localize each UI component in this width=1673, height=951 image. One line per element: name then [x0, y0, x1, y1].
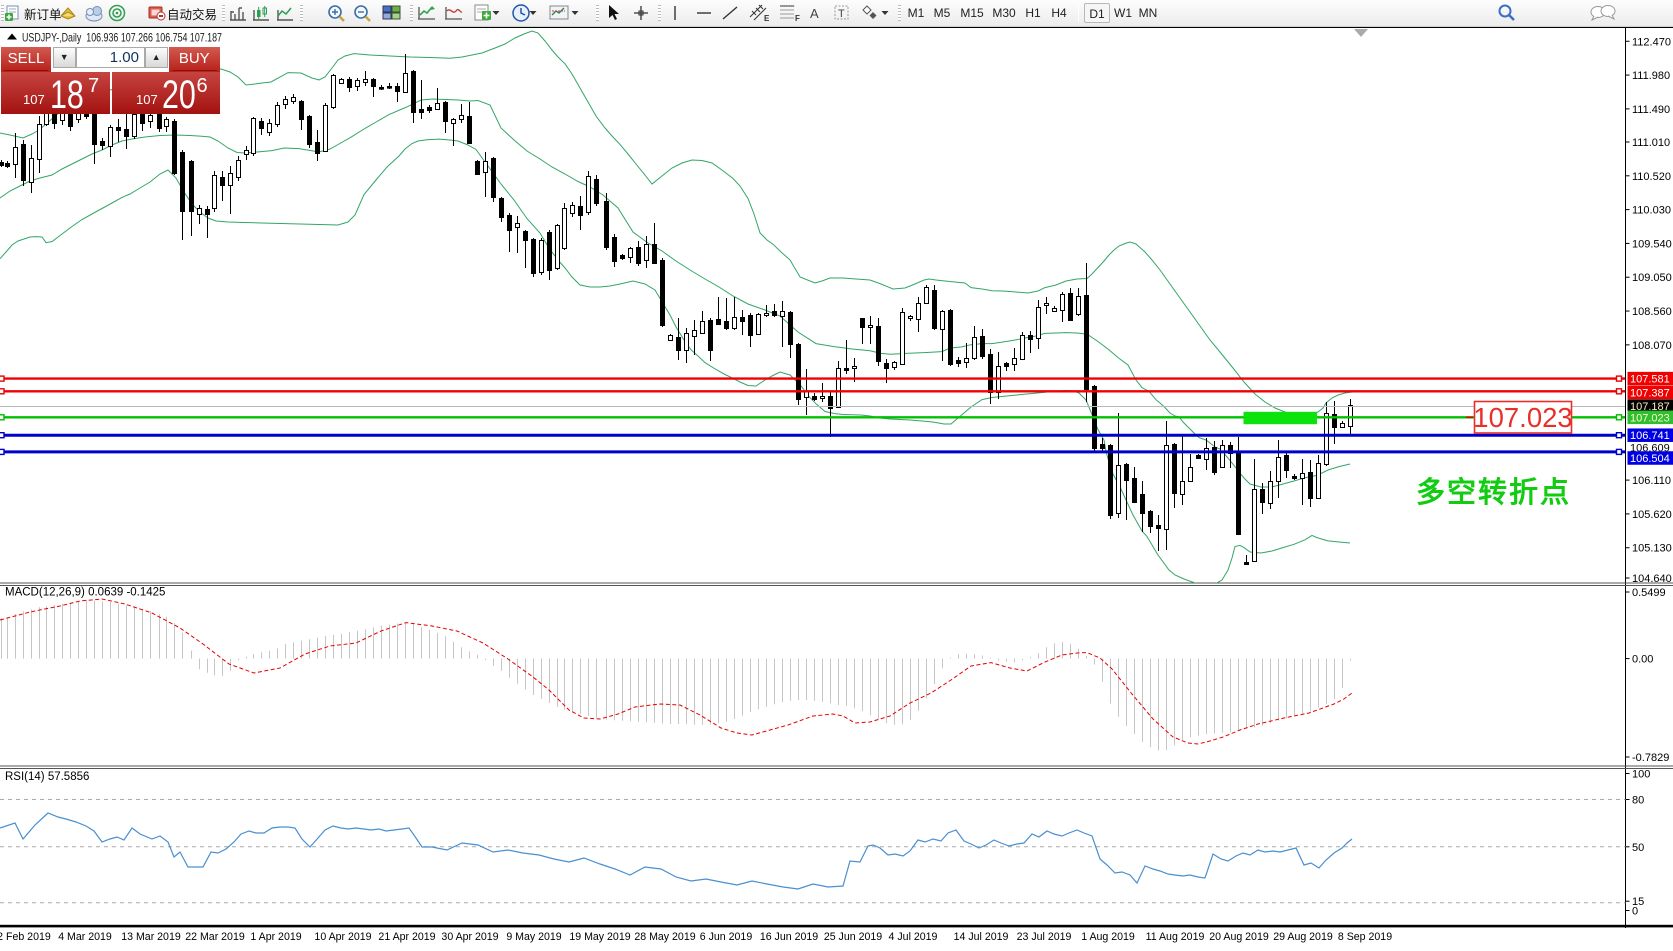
svg-text:106.741: 106.741	[1630, 430, 1670, 442]
svg-text:21 Apr 2019: 21 Apr 2019	[378, 931, 435, 943]
svg-text:111.490: 111.490	[1632, 104, 1670, 116]
svg-text:0.5499: 0.5499	[1632, 587, 1666, 599]
svg-text:4 Mar 2019: 4 Mar 2019	[58, 931, 112, 943]
svg-text:110.030: 110.030	[1632, 205, 1671, 217]
svg-text:109.050: 109.050	[1632, 272, 1672, 284]
svg-text:30 Apr 2019: 30 Apr 2019	[441, 931, 498, 943]
svg-text:11 Aug 2019: 11 Aug 2019	[1146, 931, 1205, 943]
svg-text:110.520: 110.520	[1632, 171, 1671, 183]
svg-text:107.387: 107.387	[1630, 388, 1670, 400]
svg-text:1 Apr 2019: 1 Apr 2019	[250, 931, 301, 943]
svg-text:13 Mar 2019: 13 Mar 2019	[121, 931, 181, 943]
svg-text:100: 100	[1632, 769, 1650, 781]
svg-text:14 Jul 2019: 14 Jul 2019	[954, 931, 1009, 943]
svg-text:A: A	[810, 6, 819, 21]
svg-text:4 Jul 2019: 4 Jul 2019	[889, 931, 938, 943]
svg-text:20 Aug 2019: 20 Aug 2019	[1209, 931, 1269, 943]
svg-text:19 May 2019: 19 May 2019	[569, 931, 630, 943]
svg-text:107.023: 107.023	[1630, 412, 1670, 424]
svg-text:9 May 2019: 9 May 2019	[506, 931, 561, 943]
svg-text:8 Sep 2019: 8 Sep 2019	[1338, 931, 1392, 943]
svg-text:16 Jun 2019: 16 Jun 2019	[760, 931, 818, 943]
svg-text:E: E	[764, 14, 770, 23]
svg-text:25 Jun 2019: 25 Jun 2019	[824, 931, 882, 943]
svg-text:112.470: 112.470	[1632, 36, 1671, 48]
svg-text:USDJPY-,Daily 106.936 107.266: USDJPY-,Daily 106.936 107.266 106.754 10…	[22, 31, 222, 45]
svg-text:23 Jul 2019: 23 Jul 2019	[1017, 931, 1072, 943]
svg-text:0.00: 0.00	[1632, 654, 1653, 666]
svg-text:108.070: 108.070	[1632, 340, 1672, 352]
svg-text:MACD(12,26,9) 0.0639 -0.1425: MACD(12,26,9) 0.0639 -0.1425	[5, 587, 165, 599]
svg-text:1 Aug 2019: 1 Aug 2019	[1081, 931, 1135, 943]
svg-text:0: 0	[1632, 906, 1638, 918]
svg-text:6 Jun 2019: 6 Jun 2019	[700, 931, 753, 943]
svg-text:109.540: 109.540	[1632, 238, 1672, 250]
svg-text:106.110: 106.110	[1632, 475, 1671, 487]
svg-text:29 Aug 2019: 29 Aug 2019	[1273, 931, 1333, 943]
svg-text:多空转折点: 多空转折点	[1416, 475, 1571, 509]
svg-text:111.010: 111.010	[1632, 137, 1670, 149]
svg-text:105.130: 105.130	[1632, 543, 1672, 555]
svg-text:22 Mar 2019: 22 Mar 2019	[185, 931, 245, 943]
svg-text:T: T	[838, 8, 845, 20]
svg-text:-0.7829: -0.7829	[1632, 752, 1669, 764]
svg-text:107.581: 107.581	[1630, 374, 1670, 386]
svg-text:111.980: 111.980	[1632, 70, 1670, 82]
svg-text:105.620: 105.620	[1632, 509, 1672, 521]
svg-text:28 May 2019: 28 May 2019	[634, 931, 695, 943]
svg-text:80: 80	[1632, 795, 1644, 807]
svg-text:10 Apr 2019: 10 Apr 2019	[314, 931, 371, 943]
svg-text:50: 50	[1632, 842, 1644, 854]
svg-text:RSI(14) 57.5856: RSI(14) 57.5856	[5, 771, 89, 783]
svg-text:108.560: 108.560	[1632, 306, 1672, 318]
svg-text:104.640: 104.640	[1632, 573, 1672, 585]
svg-text:107.023: 107.023	[1473, 402, 1572, 433]
svg-text:F: F	[795, 14, 800, 23]
svg-text:106.504: 106.504	[1630, 453, 1670, 465]
svg-text:22 Feb 2019: 22 Feb 2019	[0, 931, 51, 943]
